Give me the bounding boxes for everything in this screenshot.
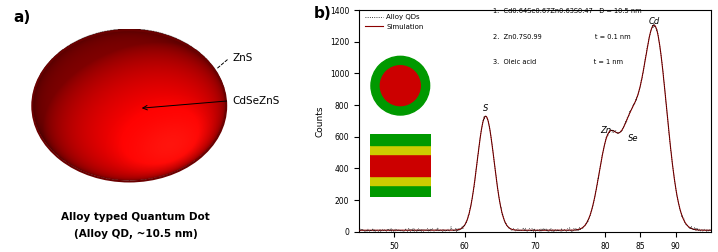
Text: Cd: Cd — [649, 17, 660, 26]
Text: (Alloy QD, ~10.5 nm): (Alloy QD, ~10.5 nm) — [74, 229, 197, 239]
Bar — [370, 145, 431, 154]
Text: 2.  Zn0.7S0.99                         t = 0.1 nm: 2. Zn0.7S0.99 t = 0.1 nm — [493, 35, 630, 41]
Bar — [370, 154, 431, 176]
Legend: Alloy QDs, Simulation: Alloy QDs, Simulation — [363, 11, 426, 32]
Text: S: S — [483, 104, 488, 113]
Text: 1.  Cd0.64Se0.67Zn0.63S0.47   D = 10.5 nm: 1. Cd0.64Se0.67Zn0.63S0.47 D = 10.5 nm — [493, 8, 641, 14]
Text: CdSeZnS: CdSeZnS — [233, 96, 280, 106]
Circle shape — [381, 66, 420, 106]
Text: Zn: Zn — [600, 126, 611, 135]
Text: Se: Se — [628, 134, 639, 143]
Bar — [370, 134, 431, 145]
Y-axis label: Counts: Counts — [315, 105, 325, 137]
Circle shape — [371, 56, 429, 115]
Text: b): b) — [313, 6, 331, 21]
Text: 3.  Oleic acid                           t = 1 nm: 3. Oleic acid t = 1 nm — [493, 59, 623, 65]
Text: ZnS: ZnS — [233, 53, 253, 63]
Text: a): a) — [13, 10, 30, 25]
Bar — [370, 176, 431, 185]
Text: Alloy typed Quantum Dot: Alloy typed Quantum Dot — [61, 212, 210, 222]
Bar — [370, 185, 431, 197]
